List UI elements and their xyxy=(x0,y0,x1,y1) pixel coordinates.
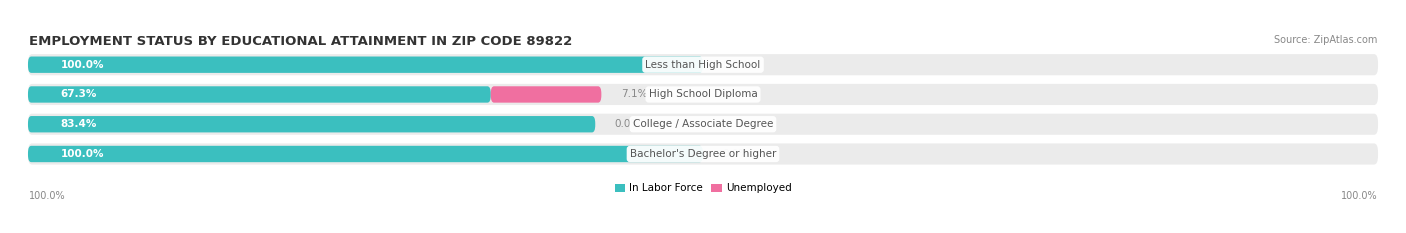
Text: EMPLOYMENT STATUS BY EDUCATIONAL ATTAINMENT IN ZIP CODE 89822: EMPLOYMENT STATUS BY EDUCATIONAL ATTAINM… xyxy=(28,35,572,48)
FancyBboxPatch shape xyxy=(28,57,703,73)
FancyBboxPatch shape xyxy=(491,86,602,103)
Text: High School Diploma: High School Diploma xyxy=(648,89,758,99)
Text: 83.4%: 83.4% xyxy=(60,119,97,129)
FancyBboxPatch shape xyxy=(28,114,1378,135)
Text: 100.0%: 100.0% xyxy=(1340,191,1378,201)
Text: 0.0%: 0.0% xyxy=(723,60,749,70)
FancyBboxPatch shape xyxy=(28,84,1378,105)
FancyBboxPatch shape xyxy=(28,146,703,162)
FancyBboxPatch shape xyxy=(28,144,1378,164)
Text: 100.0%: 100.0% xyxy=(60,60,104,70)
Text: 67.3%: 67.3% xyxy=(60,89,97,99)
Text: Less than High School: Less than High School xyxy=(645,60,761,70)
FancyBboxPatch shape xyxy=(28,54,1378,75)
FancyBboxPatch shape xyxy=(28,86,491,103)
Legend: In Labor Force, Unemployed: In Labor Force, Unemployed xyxy=(614,183,792,193)
Text: Source: ZipAtlas.com: Source: ZipAtlas.com xyxy=(1274,35,1378,45)
Text: 0.0%: 0.0% xyxy=(614,119,641,129)
Text: 100.0%: 100.0% xyxy=(28,191,66,201)
FancyBboxPatch shape xyxy=(28,116,595,132)
Text: College / Associate Degree: College / Associate Degree xyxy=(633,119,773,129)
Text: 100.0%: 100.0% xyxy=(60,149,104,159)
Text: 0.0%: 0.0% xyxy=(723,149,749,159)
Text: 7.1%: 7.1% xyxy=(621,89,647,99)
Text: Bachelor's Degree or higher: Bachelor's Degree or higher xyxy=(630,149,776,159)
